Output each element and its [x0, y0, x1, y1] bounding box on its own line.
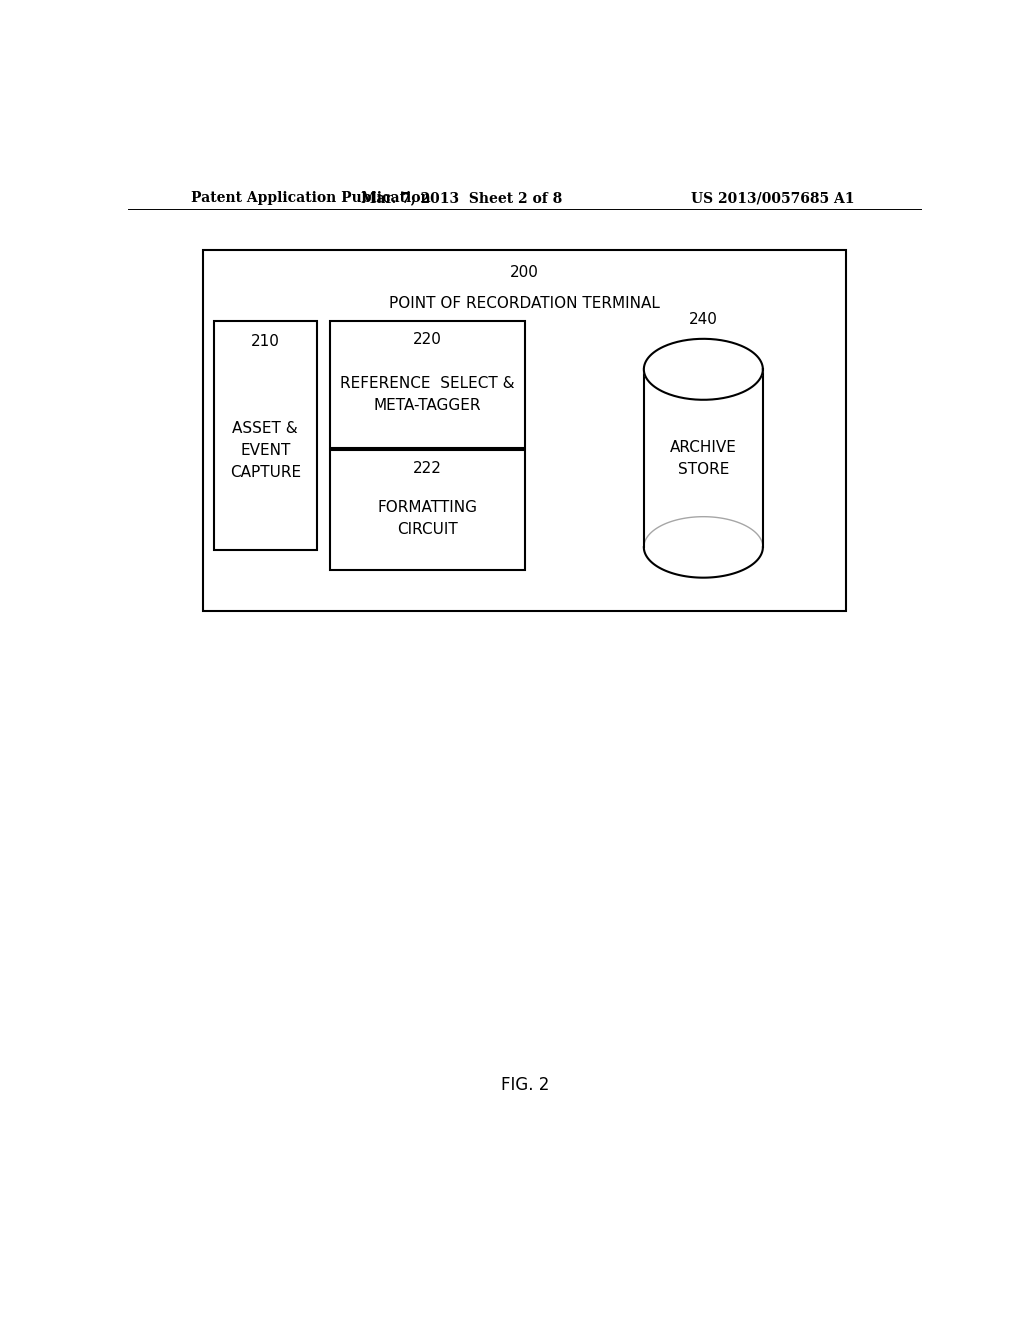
- Text: 200: 200: [510, 265, 540, 280]
- Text: US 2013/0057685 A1: US 2013/0057685 A1: [690, 191, 854, 205]
- Text: Patent Application Publication: Patent Application Publication: [191, 191, 431, 205]
- Bar: [644, 370, 763, 548]
- Text: POINT OF RECORDATION TERMINAL: POINT OF RECORDATION TERMINAL: [389, 296, 660, 312]
- Polygon shape: [644, 339, 763, 400]
- Text: 222: 222: [413, 461, 442, 477]
- Text: 240: 240: [689, 312, 718, 326]
- Bar: [214, 321, 316, 549]
- Bar: [331, 321, 525, 447]
- Text: Mar. 7, 2013  Sheet 2 of 8: Mar. 7, 2013 Sheet 2 of 8: [360, 191, 562, 205]
- Text: FORMATTING
CIRCUIT: FORMATTING CIRCUIT: [378, 499, 477, 537]
- Bar: [331, 450, 525, 570]
- Bar: [204, 249, 846, 611]
- Text: REFERENCE  SELECT &
META-TAGGER: REFERENCE SELECT & META-TAGGER: [340, 376, 515, 413]
- Text: ASSET &
EVENT
CAPTURE: ASSET & EVENT CAPTURE: [229, 421, 301, 480]
- Text: 210: 210: [251, 334, 280, 348]
- Text: 220: 220: [413, 331, 442, 347]
- Text: ARCHIVE
STORE: ARCHIVE STORE: [670, 440, 737, 477]
- Text: FIG. 2: FIG. 2: [501, 1076, 549, 1094]
